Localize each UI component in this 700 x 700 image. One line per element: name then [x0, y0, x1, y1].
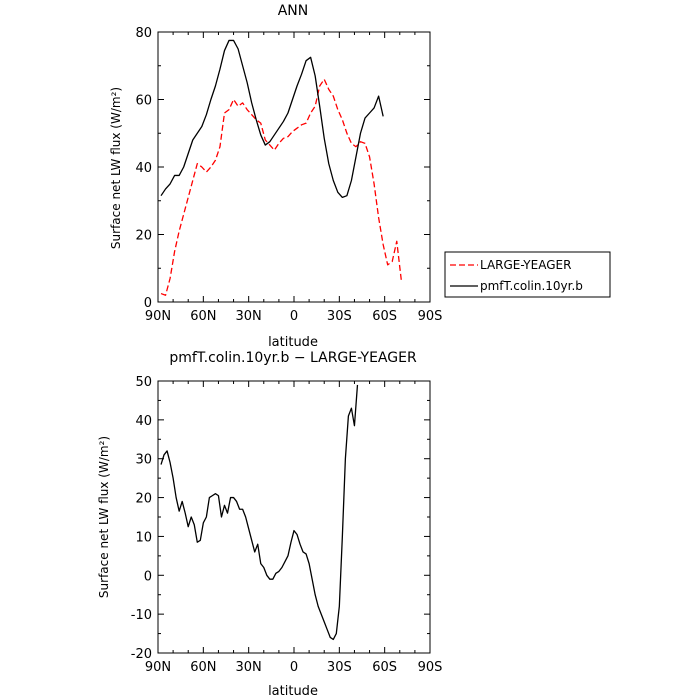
- y-tick-label: 0: [144, 569, 152, 584]
- top-y-axis-label: Surface net LW flux (W/m²): [109, 87, 123, 249]
- x-tick-label: 30N: [236, 660, 262, 675]
- x-tick-label: 60S: [372, 309, 397, 324]
- bottom-y-axis-label: Surface net LW flux (W/m²): [97, 436, 111, 598]
- x-tick-label: 60N: [190, 309, 216, 324]
- y-tick-label: 20: [135, 229, 152, 244]
- x-tick-label: 90S: [418, 660, 443, 675]
- legend-label-pmft-colin: pmfT.colin.10yr.b: [480, 279, 583, 293]
- x-tick-label: 60S: [372, 660, 397, 675]
- x-tick-label: 30N: [236, 309, 262, 324]
- x-tick-label: 0: [290, 309, 298, 324]
- top-axis-ticks: 90N 60N 30N 0 30S 60S 90S 0 20 40 60 80: [135, 26, 442, 324]
- top-series-layer: [160, 39, 402, 296]
- y-tick-label: 0: [144, 296, 152, 311]
- y-tick-label: 10: [135, 530, 152, 545]
- bottom-axis-ticks: 90N 60N 30N 0 30S 60S 90S -20 -10 0 10 20 30 40 50: [131, 375, 443, 675]
- x-tick-label: 90S: [418, 309, 443, 324]
- bottom-panel: pmfT.colin.10yr.b − LARGE-YEAGER Surface…: [97, 350, 442, 699]
- bottom-series-line-0: [160, 384, 359, 641]
- bottom-chart-title: pmfT.colin.10yr.b − LARGE-YEAGER: [169, 350, 417, 366]
- y-tick-label: -20: [131, 647, 152, 662]
- x-tick-label: 90N: [145, 660, 171, 675]
- top-series-line-0: [160, 78, 402, 296]
- top-panel: ANN Surface net LW flux (W/m²) latitude …: [109, 3, 442, 350]
- bottom-x-axis-label: latitude: [268, 684, 318, 699]
- y-tick-label: 50: [135, 375, 152, 390]
- x-tick-label: 0: [290, 660, 298, 675]
- top-series-line-1: [160, 39, 384, 199]
- bottom-series-layer: [160, 384, 359, 641]
- y-tick-label: 80: [135, 26, 152, 41]
- y-tick-label: 40: [135, 414, 152, 429]
- top-x-axis-label: latitude: [268, 335, 318, 350]
- legend-label-large-yeager: LARGE-YEAGER: [480, 258, 571, 272]
- y-tick-label: 40: [135, 161, 152, 176]
- y-tick-label: 30: [135, 453, 152, 468]
- top-chart-title: ANN: [278, 3, 309, 19]
- x-tick-label: 60N: [190, 660, 216, 675]
- legend: LARGE-YEAGER pmfT.colin.10yr.b: [444, 251, 611, 298]
- y-tick-label: 20: [135, 492, 152, 507]
- top-plot-frame: [157, 31, 431, 303]
- bottom-plot-frame: [157, 380, 431, 654]
- x-tick-label: 90N: [145, 309, 171, 324]
- legend-box: [444, 251, 611, 298]
- x-tick-label: 30S: [327, 309, 352, 324]
- y-tick-label: -10: [131, 608, 152, 623]
- y-tick-label: 60: [135, 94, 152, 109]
- x-tick-label: 30S: [327, 660, 352, 675]
